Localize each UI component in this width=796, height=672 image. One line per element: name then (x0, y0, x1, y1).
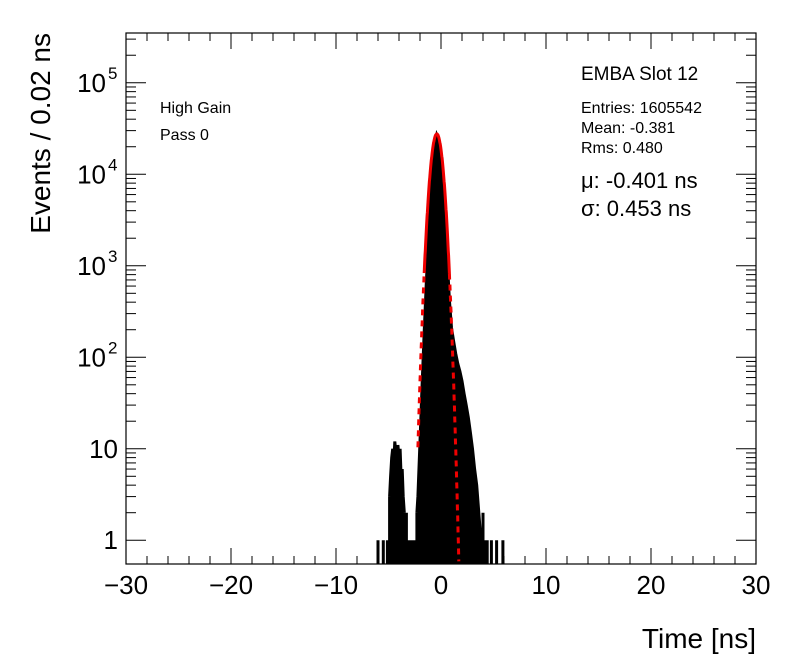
y-axis-ticks (126, 38, 756, 541)
entries-stat: Entries: 1605542 (581, 100, 702, 117)
pass-label: Pass 0 (160, 127, 209, 144)
rms-stat: Rms: 0.480 (581, 140, 663, 157)
y-tick-label: 10 (77, 68, 106, 98)
mean-stat: Mean: -0.381 (581, 120, 675, 137)
x-tick-label: 10 (532, 570, 561, 600)
y-tick-label: 10 (77, 342, 106, 372)
gaussian-fit-tail-right (447, 273, 461, 562)
y-tick-label: 10 (77, 159, 106, 189)
y-tick-label-exponent: 4 (108, 155, 117, 174)
fit-mu: μ: -0.401 ns (581, 168, 698, 193)
y-tick-label: 1 (104, 525, 118, 555)
x-tick-label: 30 (742, 570, 771, 600)
y-tick-label: 10 (89, 434, 118, 464)
y-tick-label-exponent: 5 (108, 64, 117, 83)
y-axis-title: Events / 0.02 ns (25, 33, 56, 234)
gaussian-fit-tail-left (416, 273, 426, 448)
x-axis-tick-labels: −30 −20 −10 0 10 20 30 (104, 570, 771, 600)
gaussian-fit-curve (422, 132, 451, 274)
histogram-series (376, 129, 505, 564)
slot-label: EMBA Slot 12 (581, 64, 698, 85)
x-tick-label: 0 (434, 570, 448, 600)
fit-sigma: σ: 0.453 ns (581, 196, 691, 221)
x-tick-label: −10 (314, 570, 358, 600)
x-axis-title: Time [ns] (642, 623, 756, 654)
gain-label: High Gain (160, 100, 231, 117)
y-tick-label-exponent: 2 (108, 338, 117, 357)
y-tick-label: 10 (77, 251, 106, 281)
x-tick-label: 20 (637, 570, 666, 600)
x-tick-label: −20 (209, 570, 253, 600)
x-tick-label: −30 (104, 570, 148, 600)
y-tick-label-exponent: 3 (108, 247, 117, 266)
